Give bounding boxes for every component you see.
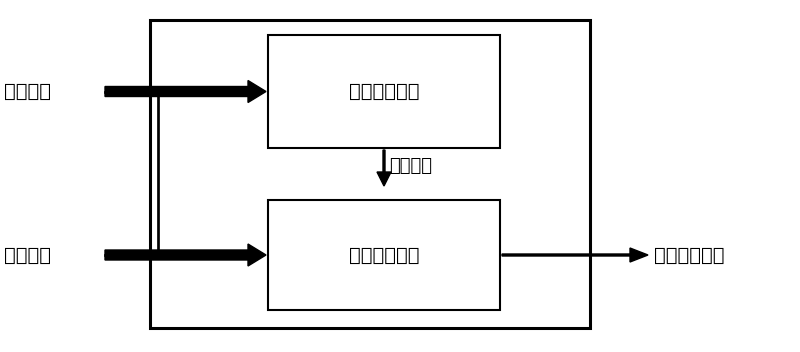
Text: 高八位値: 高八位値 — [4, 245, 51, 264]
FancyArrow shape — [377, 150, 391, 186]
FancyArrow shape — [105, 244, 266, 266]
Text: 使能信号输出: 使能信号输出 — [654, 245, 725, 264]
FancyArrow shape — [105, 81, 266, 102]
Text: 低八位値: 低八位値 — [4, 82, 51, 101]
Bar — [268, 200, 500, 310]
Text: 进位信号: 进位信号 — [389, 157, 432, 175]
Text: 低八位计数器: 低八位计数器 — [349, 82, 419, 101]
FancyArrow shape — [502, 248, 648, 262]
Bar — [150, 20, 590, 328]
Bar — [268, 35, 500, 148]
Text: 高八位计数器: 高八位计数器 — [349, 245, 419, 264]
